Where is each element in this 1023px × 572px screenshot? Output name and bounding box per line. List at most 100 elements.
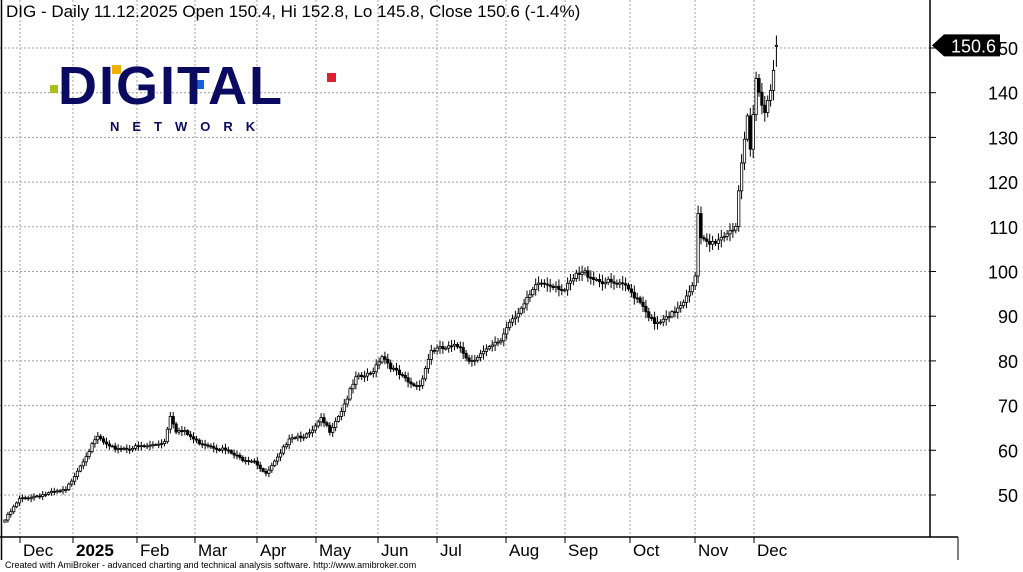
candle-body [81,461,85,467]
candle-body [362,375,367,378]
candle-body [644,305,648,313]
candle-body [49,490,54,494]
candle-body [336,416,341,422]
candle-body [139,445,143,448]
candle-body [499,340,503,343]
candle-body [699,213,703,239]
candle-body [650,317,654,319]
candle-body [209,445,213,448]
candle-body [577,272,581,275]
candle-body [725,233,729,237]
candle-body [484,348,489,352]
candle-body [528,294,532,298]
candle-body [397,369,402,375]
candle-body [249,460,254,463]
candle-body [400,374,404,376]
candle-body [771,69,776,91]
candle-body [371,371,375,374]
candle-body [261,468,265,472]
candle-body [705,238,709,242]
chart-title: DIG - Daily 11.12.2025 Open 150.4, Hi 15… [6,2,581,21]
candle-body [438,346,442,349]
candle-body [244,460,248,462]
candle-body [476,356,480,361]
candle-body [113,445,117,450]
y-tick-label: 140 [988,84,1018,104]
candle-body [473,359,477,362]
candle-body [217,449,222,451]
candle-body [159,443,164,445]
candle-body [246,460,251,462]
candle-body [157,443,161,446]
candle-body [26,497,30,500]
candle-body [270,465,274,471]
candle-body [481,350,486,355]
candle-body [238,454,242,458]
candle-body [554,285,558,289]
candle-body [374,364,378,373]
candle-body [441,346,445,350]
x-tick-label: Dec [757,541,788,560]
candle-body [168,416,172,430]
candle-body [191,436,196,440]
candle-body [684,295,689,303]
candle-body [290,437,294,440]
candle-body [449,345,454,348]
candle-body [383,356,387,360]
candle-body [667,316,671,319]
candle-body [708,240,712,245]
candle-body [78,465,82,472]
candle-body [258,464,262,470]
candle-body [748,115,752,150]
x-tick-label: Feb [140,541,169,560]
candle-body [391,367,396,370]
candle-body [9,511,13,515]
candle-body [502,333,506,342]
candle-body [215,447,219,450]
candle-body [597,278,602,283]
candle-body [3,519,7,523]
candle-body [107,443,111,447]
candle-body [745,115,750,140]
candle-body [676,307,680,313]
candle-body [493,341,497,346]
candle-body [626,284,631,290]
candle-body [589,276,593,279]
candle-body [531,289,535,296]
candle-body [696,213,700,277]
candle-body [760,91,764,106]
candle-body [566,282,570,291]
candle-body [420,378,425,386]
x-tick-label: Jun [381,541,408,560]
candle-body [99,435,103,440]
candle-body [235,454,239,457]
candle-body [624,283,628,286]
candle-body [220,447,225,451]
y-tick-label: 130 [988,128,1018,148]
candle-body [560,289,564,291]
candle-body [232,452,236,456]
candle-body [455,343,460,348]
candle-body [177,430,181,433]
candle-body [664,316,668,320]
candle-body [325,422,329,426]
candle-body [653,317,657,325]
candles [3,35,779,523]
candle-body [467,357,471,362]
candle-body [603,281,607,285]
candle-body [740,162,744,192]
candle-body [557,285,561,290]
candle-body [539,282,544,285]
candle-body [757,78,761,93]
candle-body [52,490,56,493]
candle-body [516,312,520,318]
candle-body [93,439,97,445]
candle-body [522,303,526,309]
y-tick-label: 110 [989,218,1018,238]
candle-body [67,483,71,490]
candle-body [728,230,732,235]
candle-body [133,445,138,449]
candle-body [348,388,352,400]
candle-body [690,285,694,293]
candle-body [116,448,120,450]
